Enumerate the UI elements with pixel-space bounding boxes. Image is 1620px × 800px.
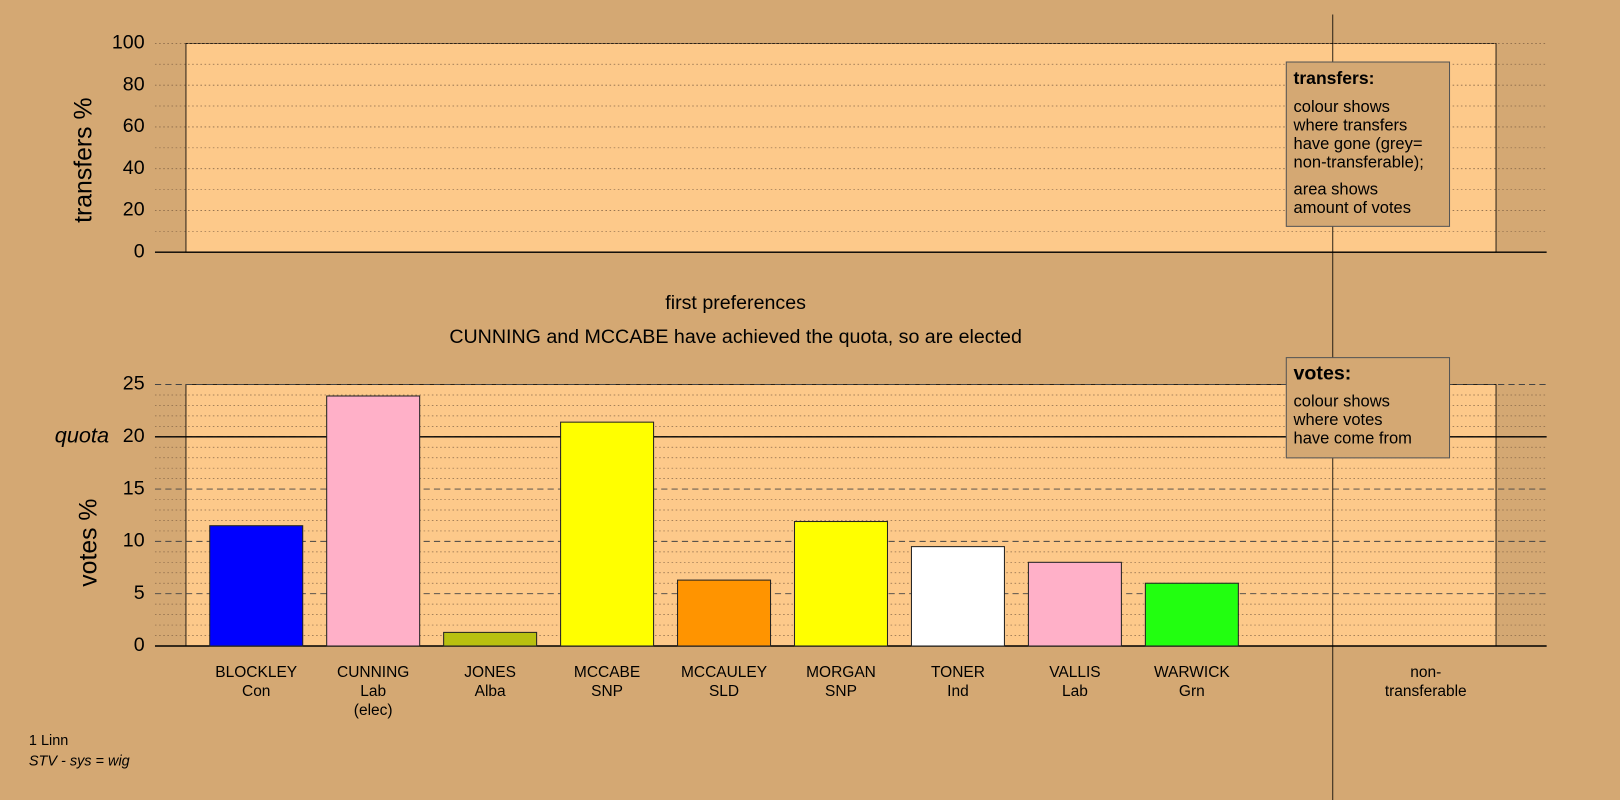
- note-text: where transfers: [1293, 115, 1408, 134]
- x-tick-label: MORGAN: [806, 664, 876, 681]
- note-box: [1285, 61, 1451, 227]
- x-tick-label: SLD: [709, 683, 739, 700]
- x-tick-label: Con: [242, 683, 270, 700]
- y-axis-label: votes %: [75, 499, 102, 587]
- note-text: area shows: [1294, 180, 1378, 199]
- x-tick-label: WARWICK: [1154, 664, 1230, 681]
- footer-text: 1 Linn: [29, 733, 68, 749]
- x-tick-label: JONES: [464, 664, 516, 681]
- y-tick-label: 100: [112, 32, 145, 54]
- x-tick-label: MCCABE: [574, 664, 640, 681]
- quota-label: quota: [55, 423, 109, 448]
- y-tick-label: 20: [123, 199, 145, 221]
- x-tick-label: Lab: [1062, 683, 1088, 700]
- x-tick-label: (elec): [354, 702, 393, 719]
- bar: [910, 546, 1005, 647]
- x-tick-label: Grn: [1179, 683, 1205, 700]
- note-text: where votes: [1293, 410, 1383, 429]
- x-tick-label: VALLIS: [1049, 664, 1100, 681]
- x-tick-label: SNP: [825, 683, 857, 700]
- note-text: have come from: [1294, 429, 1412, 448]
- y-tick-label: 0: [134, 634, 145, 656]
- y-tick-label: 25: [123, 373, 145, 395]
- x-tick-label: SNP: [591, 683, 623, 700]
- y-tick-label: 40: [123, 157, 145, 179]
- bar: [443, 631, 538, 647]
- x-tick-label: transferable: [1385, 683, 1467, 700]
- bar: [1144, 582, 1239, 647]
- chart-title: first preferences: [665, 292, 806, 314]
- bar: [793, 521, 889, 647]
- note-text: have gone (grey=: [1294, 134, 1423, 153]
- x-tick-label: non-: [1410, 664, 1441, 681]
- x-tick-label: Lab: [360, 683, 386, 700]
- y-tick-label: 60: [123, 115, 145, 137]
- footer-text: STV - sys = wig: [29, 754, 130, 770]
- y-tick-label: 5: [134, 582, 145, 604]
- bar: [326, 395, 421, 647]
- bar: [1027, 561, 1122, 647]
- y-tick-label: 0: [134, 240, 145, 262]
- note-text: amount of votes: [1294, 198, 1411, 217]
- y-tick-label: 20: [123, 425, 145, 447]
- bar: [560, 421, 655, 647]
- y-tick-label: 10: [123, 530, 145, 552]
- chart-subtitle: CUNNING and MCCABE have achieved the quo…: [449, 326, 1022, 348]
- note-title: votes:: [1294, 362, 1352, 384]
- x-tick-label: TONER: [931, 664, 985, 681]
- note-title: transfers:: [1294, 68, 1375, 88]
- note-text: colour shows: [1294, 97, 1390, 116]
- x-tick-label: MCCAULEY: [681, 664, 767, 681]
- x-tick-label: CUNNING: [337, 664, 409, 681]
- note-text: non-transferable);: [1294, 153, 1424, 172]
- bar: [209, 525, 304, 647]
- note-text: colour shows: [1294, 391, 1390, 410]
- y-tick-label: 15: [123, 477, 145, 499]
- y-axis-label: transfers %: [70, 97, 97, 222]
- x-tick-label: Ind: [947, 683, 969, 700]
- x-tick-label: BLOCKLEY: [215, 664, 297, 681]
- bar: [677, 579, 772, 647]
- y-tick-label: 80: [123, 73, 145, 95]
- note-box: [1285, 357, 1451, 459]
- x-tick-label: Alba: [475, 683, 506, 700]
